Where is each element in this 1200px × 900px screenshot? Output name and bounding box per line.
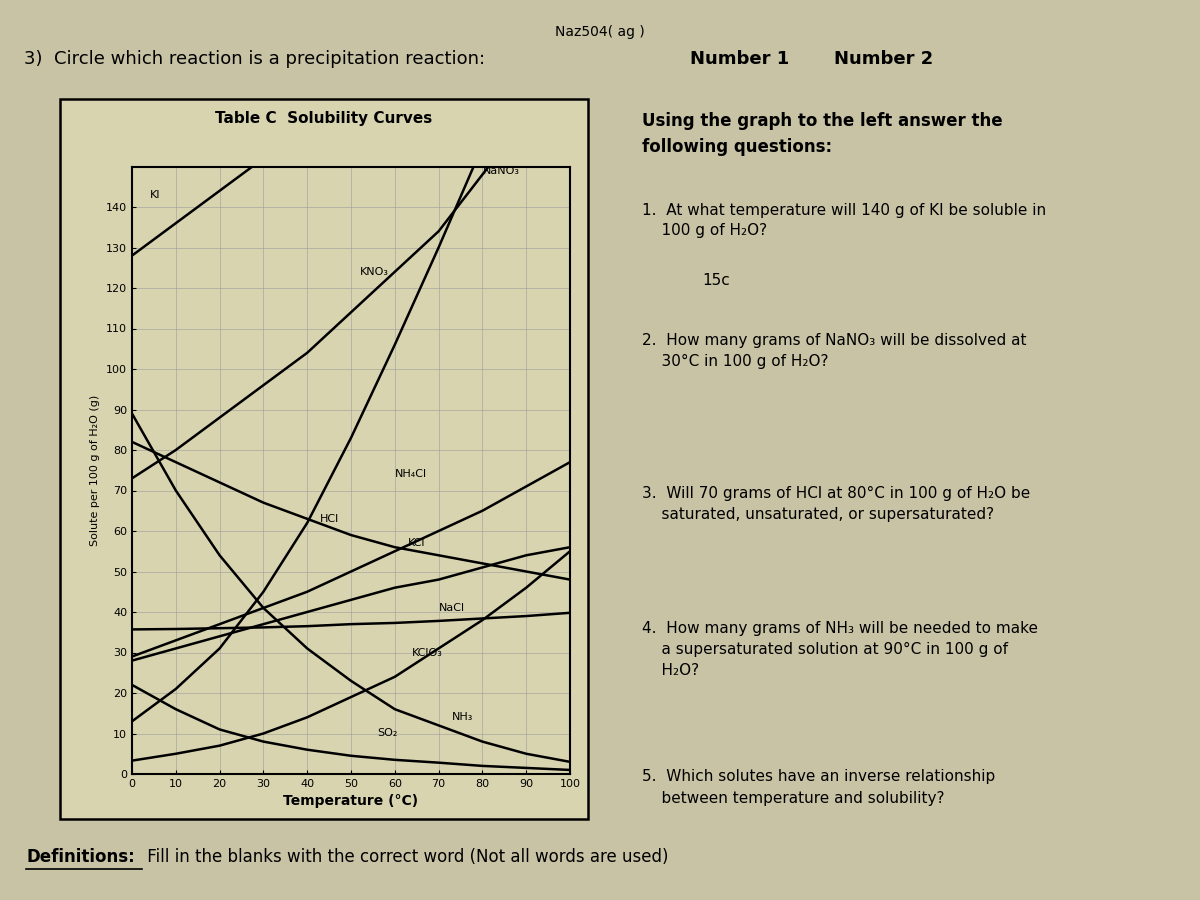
- Y-axis label: Solute per 100 g of H₂O (g): Solute per 100 g of H₂O (g): [90, 394, 101, 546]
- Text: KNO₃: KNO₃: [360, 266, 389, 277]
- Text: HCl: HCl: [320, 514, 340, 524]
- Text: Table C  Solubility Curves: Table C Solubility Curves: [215, 111, 433, 126]
- X-axis label: Temperature (°C): Temperature (°C): [283, 795, 419, 808]
- Text: Number 1: Number 1: [690, 50, 790, 68]
- Text: NH₄Cl: NH₄Cl: [395, 469, 427, 480]
- Text: 3.  Will 70 grams of HCl at 80°C in 100 g of H₂O be
    saturated, unsaturated, : 3. Will 70 grams of HCl at 80°C in 100 g…: [642, 486, 1031, 522]
- Text: NH₃: NH₃: [451, 712, 473, 723]
- Text: 3)  Circle which reaction is a precipitation reaction:: 3) Circle which reaction is a precipitat…: [24, 50, 485, 68]
- Text: 5.  Which solutes have an inverse relationship
    between temperature and solub: 5. Which solutes have an inverse relatio…: [642, 770, 995, 806]
- Text: NaCl: NaCl: [439, 603, 464, 613]
- Text: SO₂: SO₂: [377, 728, 397, 739]
- Text: KClO₃: KClO₃: [413, 647, 443, 658]
- Text: 15c: 15c: [702, 273, 730, 288]
- Text: KI: KI: [150, 190, 160, 200]
- Text: Number 2: Number 2: [834, 50, 934, 68]
- Text: NaNO₃: NaNO₃: [482, 166, 520, 176]
- Text: Definitions:: Definitions:: [26, 848, 136, 866]
- Text: KCl: KCl: [408, 538, 426, 548]
- Text: 2.  How many grams of NaNO₃ will be dissolved at
    30°C in 100 g of H₂O?: 2. How many grams of NaNO₃ will be disso…: [642, 333, 1026, 369]
- Text: 1.  At what temperature will 140 g of KI be soluble in
    100 g of H₂O?: 1. At what temperature will 140 g of KI …: [642, 202, 1046, 238]
- Text: Fill in the blanks with the correct word (Not all words are used): Fill in the blanks with the correct word…: [142, 848, 668, 866]
- Text: Using the graph to the left answer the
following questions:: Using the graph to the left answer the f…: [642, 112, 1003, 156]
- FancyBboxPatch shape: [60, 99, 588, 819]
- Text: Naz504( ag ): Naz504( ag ): [556, 25, 644, 40]
- Text: 4.  How many grams of NH₃ will be needed to make
    a supersaturated solution a: 4. How many grams of NH₃ will be needed …: [642, 621, 1038, 678]
